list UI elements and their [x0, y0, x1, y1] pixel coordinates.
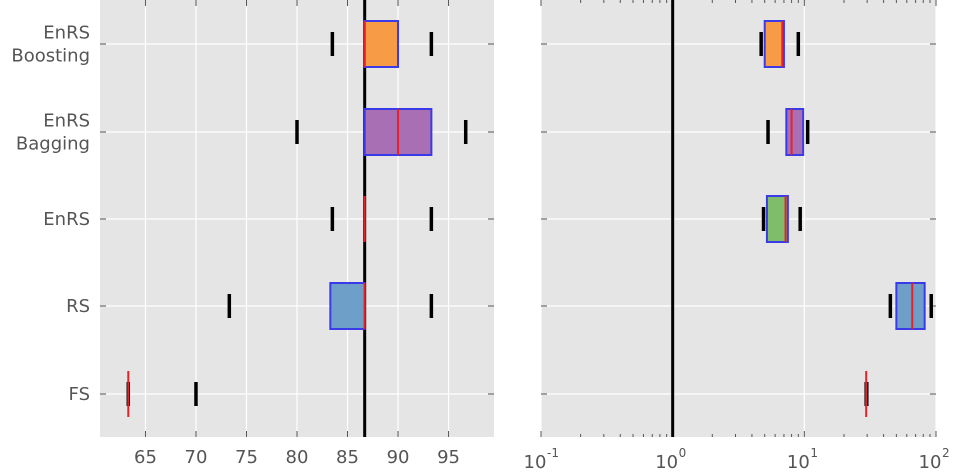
category-label: FS: [69, 384, 90, 405]
category-label: RS: [66, 296, 90, 317]
iqr-box: [763, 20, 785, 68]
box-rs: [888, 282, 933, 330]
x-tick-exponent: 2: [942, 446, 950, 460]
x-tick-label: 70: [185, 447, 208, 468]
x-tick-label: 10: [524, 452, 547, 473]
box-enrs: [330, 196, 434, 242]
box-enrs-bagging: [295, 108, 468, 156]
x-tick-label: 85: [336, 447, 359, 468]
iqr-box: [363, 20, 400, 68]
x-tick-label: 10: [919, 452, 942, 473]
x-tick-exponent: 1: [810, 446, 818, 460]
category-label: EnRS: [43, 23, 90, 44]
iqr-box: [329, 282, 366, 330]
panel-2: 10 -1 10 0 10 1 10 2: [524, 0, 950, 473]
x-tick-label: 65: [134, 447, 157, 468]
category-label: EnRS: [43, 209, 90, 230]
box-fs: [864, 371, 869, 417]
iqr-box: [765, 195, 789, 243]
x-tick-exponent: -1: [547, 446, 559, 460]
panel-1: 65 70 75 80 85 90 95: [100, 0, 494, 468]
x-tick-label: 10: [655, 452, 678, 473]
iqr-box: [895, 282, 926, 330]
x-tick-label: 80: [286, 447, 309, 468]
x-tick-exponent: 0: [679, 446, 687, 460]
box-rs: [227, 282, 434, 330]
box-enrs-boosting: [330, 20, 434, 68]
x-tick-label: 10: [787, 452, 810, 473]
box-enrs: [761, 195, 802, 243]
iqr-box: [785, 108, 805, 156]
category-label: Bagging: [16, 134, 90, 155]
x-tick-label: 75: [235, 447, 258, 468]
category-label: Boosting: [11, 46, 90, 67]
box-enrs-boosting: [759, 20, 801, 68]
category-label: EnRS: [43, 111, 90, 132]
box-enrs-bagging: [766, 108, 810, 156]
x-tick-label: 90: [387, 447, 410, 468]
x-tick-label: 95: [437, 447, 460, 468]
box-fs: [126, 371, 198, 417]
